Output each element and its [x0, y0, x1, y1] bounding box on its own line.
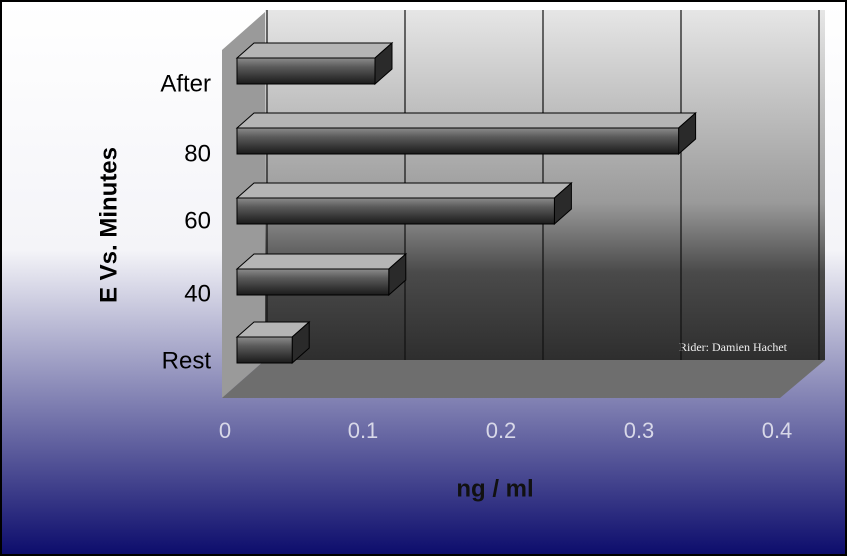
y-tick-label: 80: [184, 140, 211, 167]
bar: [237, 269, 389, 295]
x-tick-label: 0.2: [486, 418, 517, 443]
x-tick-label: 0.4: [762, 418, 793, 443]
bar-top: [237, 254, 406, 269]
x-tick-label: 0.3: [624, 418, 655, 443]
x-axis-title: ng / ml: [456, 475, 533, 502]
y-tick-label: After: [160, 70, 211, 97]
x-tick-label: 0.1: [348, 418, 379, 443]
y-tick-label: 40: [184, 280, 211, 307]
bar: [237, 337, 292, 363]
bar: [237, 198, 554, 224]
bar-top: [237, 43, 392, 58]
y-tick-label: Rest: [162, 347, 212, 374]
y-axis-title: E Vs. Minutes: [95, 147, 122, 303]
y-tick-label: 60: [184, 207, 211, 234]
floor: [222, 360, 825, 398]
bar: [237, 58, 375, 84]
bar-top: [237, 183, 571, 198]
bar: [237, 128, 679, 154]
x-tick-label: 0: [219, 418, 231, 443]
bar-top: [237, 113, 696, 128]
page: {"chart_data": {"type": "bar3d_horizonta…: [0, 0, 847, 556]
chart: Rider: Damien Hachet E Vs. Minutes ng / …: [0, 0, 847, 556]
photo-credit: Rider: Damien Hachet: [679, 340, 788, 354]
